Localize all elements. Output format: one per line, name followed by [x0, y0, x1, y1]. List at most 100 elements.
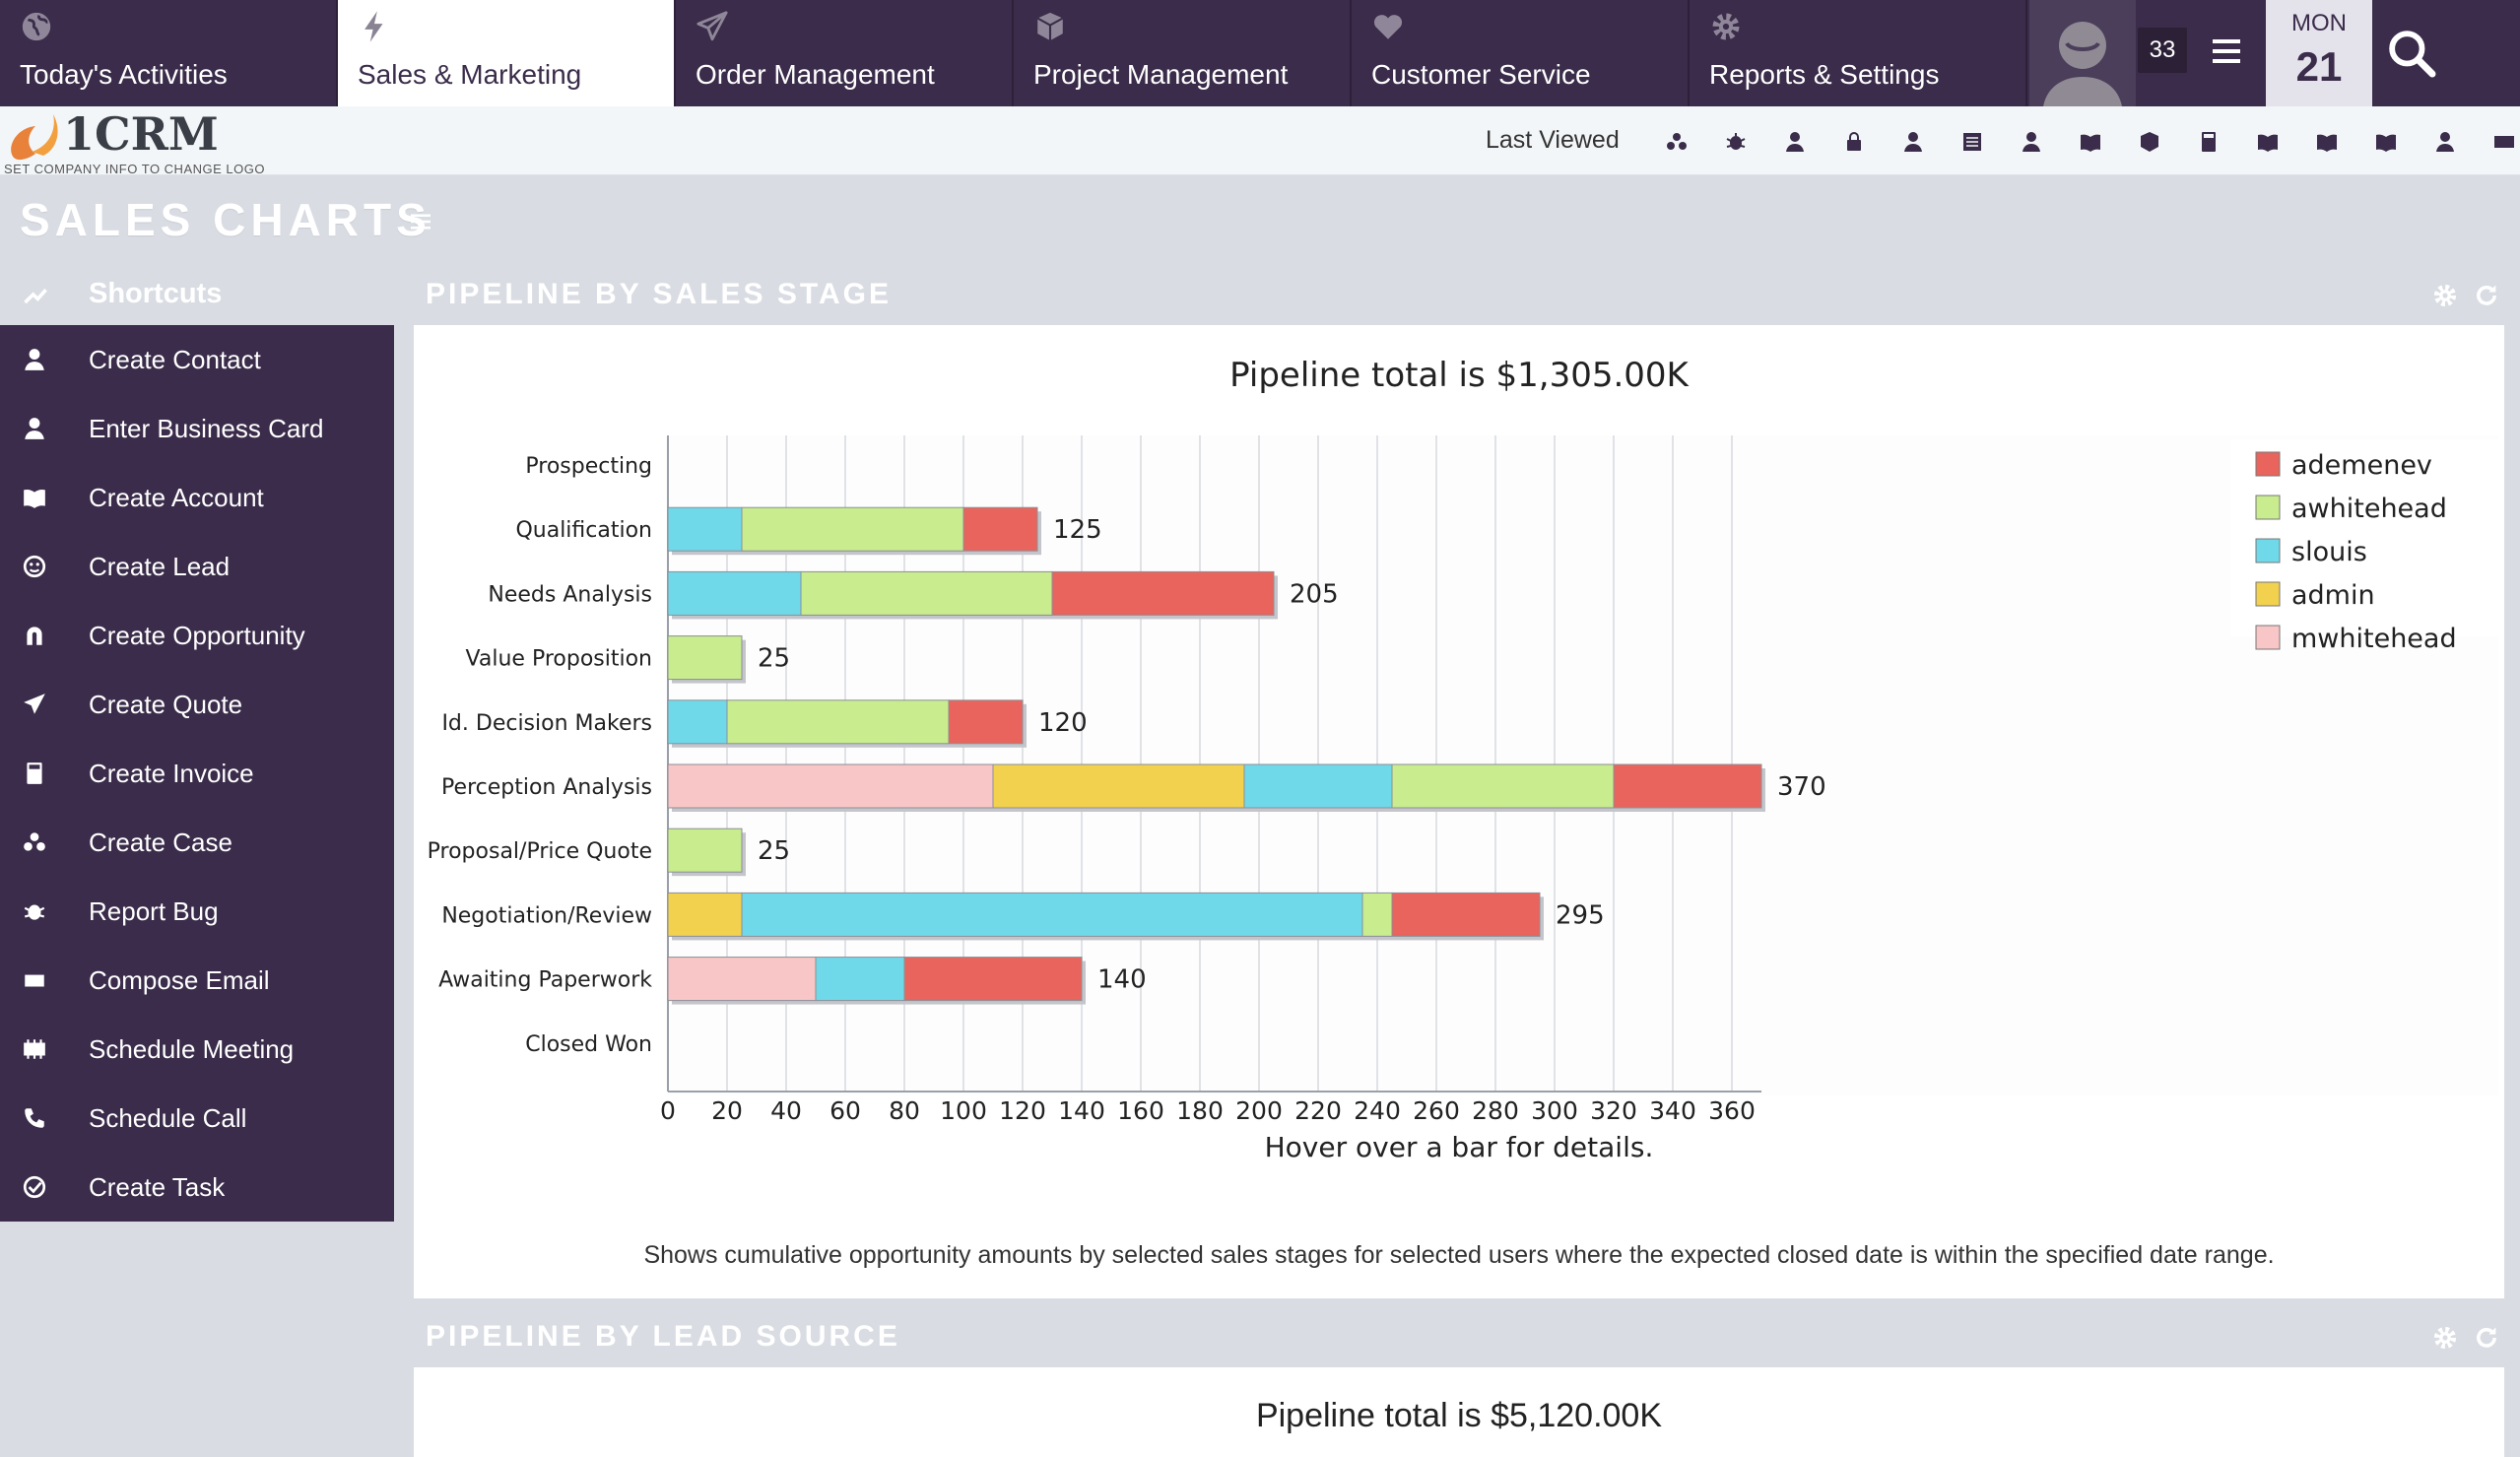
bar-segment-admin[interactable]	[667, 892, 743, 937]
case-icon	[24, 832, 45, 851]
globe-icon	[22, 12, 51, 41]
tab-label: Order Management	[696, 59, 935, 90]
page-menu-icon[interactable]	[406, 207, 435, 236]
refresh-icon[interactable]	[2473, 1324, 2500, 1352]
sidebar-item-label: Create Invoice	[89, 759, 254, 788]
tab-order-management[interactable]: Order Management	[676, 0, 1014, 106]
sidebar-item-create-contact[interactable]: Create Contact	[0, 325, 394, 394]
sidebar-item-schedule-meeting[interactable]: Schedule Meeting	[0, 1015, 394, 1084]
lock-icon	[1847, 132, 1861, 151]
page-title: SALES CHARTS	[20, 194, 431, 245]
bar-segment-slouis[interactable]	[1243, 763, 1393, 809]
tab-sales-marketing[interactable]: Sales & Marketing	[338, 0, 676, 106]
tab-label: Project Management	[1033, 59, 1289, 90]
sidebar-item-create-opportunity[interactable]: Create Opportunity	[0, 601, 394, 670]
recent-item[interactable]	[2061, 128, 2120, 156]
bar-total-labels: 125 205 25 120 370 25 295 140	[758, 515, 1826, 994]
tab-customer-service[interactable]: Customer Service	[1352, 0, 1690, 106]
bar-segment-awhitehead[interactable]	[741, 506, 964, 552]
bar-segment-ademenev[interactable]	[962, 506, 1038, 552]
trend-icon	[24, 289, 47, 304]
sidebar-item-create-case[interactable]: Create Case	[0, 808, 394, 877]
recent-item[interactable]	[1647, 128, 1706, 156]
category-label: Needs Analysis	[488, 582, 652, 607]
refresh-icon[interactable]	[2473, 282, 2500, 309]
sidebar-item-create-lead[interactable]: Create Lead	[0, 532, 394, 601]
x-tick-label: 180	[1176, 1096, 1224, 1125]
bar-segment-awhitehead[interactable]	[1361, 892, 1393, 937]
calculator-icon	[27, 762, 42, 784]
company-logo[interactable]: 1CRM	[2, 108, 327, 173]
bar-segment-ademenev[interactable]	[1391, 892, 1541, 937]
bar-segment-ademenev[interactable]	[1613, 763, 1762, 809]
sidebar-item-enter-business-card[interactable]: Enter Business Card	[0, 394, 394, 463]
x-tick-label: 40	[770, 1096, 802, 1125]
bar-segment-awhitehead[interactable]	[1391, 763, 1615, 809]
user-avatar[interactable]	[2029, 0, 2136, 106]
tab-reports-settings[interactable]: Reports & Settings	[1690, 0, 2027, 106]
recent-item[interactable]	[2356, 128, 2416, 156]
hamburger-menu-icon[interactable]	[2203, 28, 2250, 75]
sidebar-item-create-account[interactable]: Create Account	[0, 463, 394, 532]
bar-segment-slouis[interactable]	[741, 892, 1363, 937]
recent-item[interactable]	[2475, 128, 2520, 156]
tab-todays-activities[interactable]: Today's Activities	[0, 0, 338, 106]
bar-segment-awhitehead[interactable]	[667, 828, 743, 873]
bar-total-label: 25	[758, 836, 790, 866]
sidebar-item-schedule-call[interactable]: Schedule Call	[0, 1084, 394, 1153]
sidebar-item-label: Schedule Call	[89, 1103, 247, 1133]
bar-segment-admin[interactable]	[992, 763, 1245, 809]
notification-count-badge[interactable]: 33	[2138, 28, 2187, 73]
recent-item[interactable]	[1884, 128, 1943, 156]
x-tick-label: 280	[1472, 1096, 1519, 1125]
shortcuts-label: Shortcuts	[89, 278, 223, 309]
chart-title: Pipeline total is $5,120.00K	[1255, 1397, 1663, 1434]
recent-item[interactable]	[1824, 128, 1884, 156]
legend-swatch	[2255, 495, 2281, 520]
recent-item[interactable]	[1943, 128, 2002, 156]
legend-label: awhitehead	[2291, 494, 2447, 524]
recent-item[interactable]	[2297, 128, 2356, 156]
category-labels: Prospecting Qualification Needs Analysis Va…	[428, 454, 653, 1057]
category-label: Awaiting Paperwork	[438, 968, 652, 993]
sidebar-item-report-bug[interactable]: Report Bug	[0, 877, 394, 946]
sidebar-item-create-task[interactable]: Create Task	[0, 1153, 394, 1222]
search-icon[interactable]	[2384, 26, 2439, 81]
bar-segment-slouis[interactable]	[815, 957, 905, 1002]
recent-item[interactable]	[2179, 128, 2238, 156]
bar-segment-mwhitehead[interactable]	[667, 763, 994, 809]
recent-item[interactable]	[2002, 128, 2061, 156]
bar-segment-mwhitehead[interactable]	[667, 957, 817, 1002]
avatar-icon	[2043, 22, 2122, 106]
bar-total-label: 125	[1053, 515, 1102, 545]
sidebar-item-label: Create Opportunity	[89, 621, 305, 650]
settings-gear-icon[interactable]	[2431, 282, 2459, 309]
bar-segment-ademenev[interactable]	[903, 957, 1083, 1002]
x-tick-label: 340	[1649, 1096, 1696, 1125]
recent-item[interactable]	[1706, 128, 1765, 156]
sidebar-item-create-quote[interactable]: Create Quote	[0, 670, 394, 739]
bar-segment-awhitehead[interactable]	[726, 699, 950, 745]
recent-item[interactable]	[1765, 128, 1824, 156]
x-tick-labels: 0 20 40 60 80 100 120 140 160 180 200 220 240 260 280 3…	[660, 1096, 1756, 1125]
bar-segment-slouis[interactable]	[667, 570, 802, 616]
recent-item[interactable]	[2120, 128, 2179, 156]
recent-item[interactable]	[2416, 128, 2475, 156]
sidebar-item-create-invoice[interactable]: Create Invoice	[0, 739, 394, 808]
calendar-date-button[interactable]: MON 21	[2266, 0, 2372, 106]
bar-segment-awhitehead[interactable]	[667, 635, 743, 681]
sidebar-item-label: Create Lead	[89, 552, 231, 581]
tab-project-management[interactable]: Project Management	[1014, 0, 1352, 106]
bar-segment-awhitehead[interactable]	[800, 570, 1053, 616]
bar-total-label: 120	[1038, 708, 1088, 738]
sidebar-item-compose-email[interactable]: Compose Email	[0, 946, 394, 1015]
bar-segment-ademenev[interactable]	[1051, 570, 1275, 616]
recent-item[interactable]	[2238, 128, 2297, 156]
shortcuts-sidebar: Create Contact Enter Business Card Creat…	[0, 325, 394, 1222]
bar-segment-ademenev[interactable]	[948, 699, 1024, 745]
bar-segment-slouis[interactable]	[667, 506, 743, 552]
settings-gear-icon[interactable]	[2431, 1324, 2459, 1352]
category-label: Proposal/Price Quote	[428, 839, 652, 864]
lead-icon	[23, 555, 46, 578]
bar-segment-slouis[interactable]	[667, 699, 728, 745]
